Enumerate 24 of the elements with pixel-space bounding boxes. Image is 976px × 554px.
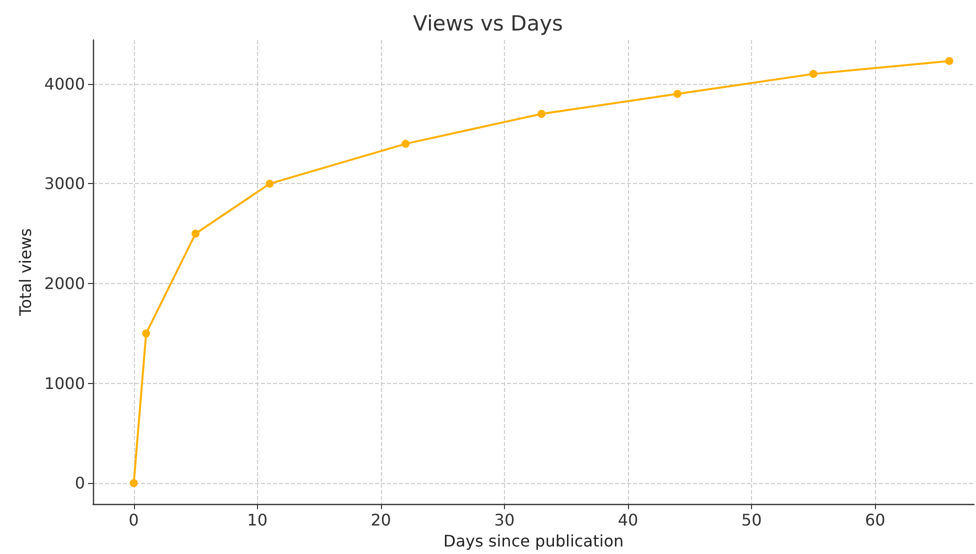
y-tick-label: 1000 bbox=[44, 374, 85, 393]
point bbox=[192, 230, 200, 238]
y-axis-title: Total views bbox=[16, 228, 35, 317]
point bbox=[266, 180, 274, 188]
point bbox=[945, 56, 954, 65]
y-tick-label: 2000 bbox=[44, 274, 85, 294]
point bbox=[130, 479, 138, 488]
x-tick-label: 10 bbox=[247, 510, 268, 530]
point bbox=[402, 140, 410, 148]
x-tick-label: 0 bbox=[128, 510, 139, 530]
point bbox=[673, 90, 682, 98]
x-tick-label: 60 bbox=[864, 510, 886, 530]
y-tick-label: 3000 bbox=[44, 174, 85, 194]
point bbox=[809, 70, 818, 78]
y-tick-label: 4000 bbox=[44, 74, 85, 94]
chart-title: Views vs Days bbox=[413, 12, 563, 36]
y-tick-label: 0 bbox=[74, 474, 85, 493]
point bbox=[142, 329, 150, 338]
x-tick-label: 50 bbox=[741, 510, 762, 530]
x-tick-label: 20 bbox=[370, 510, 392, 530]
x-axis-title: Days since publication bbox=[443, 532, 624, 550]
x-tick-label: 40 bbox=[618, 510, 638, 530]
point bbox=[538, 110, 546, 118]
x-tick-label: 30 bbox=[494, 510, 515, 530]
